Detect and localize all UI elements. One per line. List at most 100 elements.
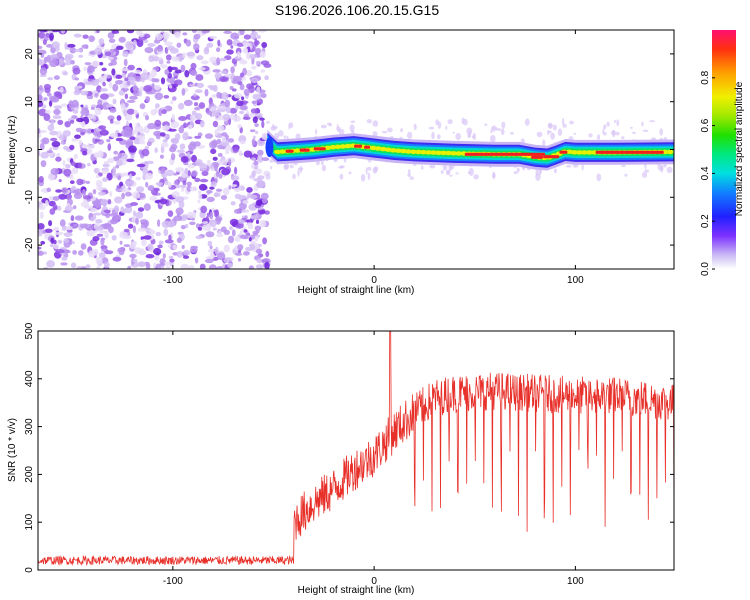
noise-blob: [113, 205, 120, 213]
noise-blob: [69, 144, 75, 151]
noise-blob: [182, 52, 186, 59]
noise-blob: [81, 121, 86, 128]
noise-blob: [155, 33, 164, 41]
noise-blob: [154, 255, 160, 261]
noise-blob: [216, 252, 226, 261]
noise-blob: [206, 196, 215, 203]
noise-blob: [92, 189, 97, 195]
noise-blob: [241, 100, 249, 104]
noise-blob: [58, 193, 67, 200]
noise-blob: [96, 233, 104, 237]
noise-blob: [133, 109, 139, 115]
noise-blob: [127, 265, 132, 269]
noise-blob: [215, 188, 223, 192]
top-ytick-label: 20: [24, 48, 35, 60]
noise-blob: [104, 51, 112, 57]
ridge-peak: [354, 144, 363, 148]
noise-blob: [64, 42, 68, 50]
noise-blob: [180, 64, 186, 73]
noise-speck: [467, 132, 471, 139]
noise-blob: [261, 132, 269, 140]
noise-speck: [535, 168, 539, 177]
noise-speck: [266, 120, 270, 124]
noise-speck: [573, 132, 577, 135]
top-x-axis: -100 0 100: [163, 30, 584, 286]
noise-blob: [84, 62, 92, 66]
noise-blob: [238, 149, 242, 157]
noise-blob: [113, 156, 120, 162]
noise-blob: [100, 128, 107, 136]
noise-blob: [38, 204, 46, 210]
noise-blob: [81, 107, 89, 111]
noise-blob: [143, 203, 151, 211]
noise-blob: [237, 219, 245, 224]
noise-blob: [139, 219, 148, 224]
noise-speck: [338, 166, 344, 169]
ridge-hotspot: [570, 150, 578, 155]
noise-blob: [163, 95, 170, 99]
noise-speck: [274, 132, 280, 138]
noise-blob: [213, 193, 221, 198]
noise-blob: [69, 238, 73, 245]
noise-blob: [161, 266, 165, 269]
noise-blob: [139, 250, 147, 256]
noise-blob: [111, 68, 116, 76]
noise-blob: [74, 85, 80, 91]
noise-blob: [89, 144, 95, 149]
noise-blob: [230, 201, 236, 206]
noise-blob: [189, 186, 198, 192]
noise-blob: [119, 231, 128, 239]
noise-blob: [48, 100, 53, 107]
noise-blob: [120, 103, 126, 110]
noise-blob: [246, 219, 254, 224]
noise-blob: [170, 153, 176, 161]
noise-blob: [104, 250, 114, 255]
ridge-hotspot: [425, 150, 432, 155]
noise-blob: [38, 85, 43, 91]
noise-blob: [194, 135, 202, 139]
noise-blob: [52, 115, 62, 120]
noise-blob: [128, 145, 137, 153]
ridge-hotspot: [430, 150, 437, 155]
ridge-hotspot: [440, 150, 448, 156]
noise-blob: [236, 100, 244, 107]
noise-blob: [95, 203, 102, 208]
noise-blob: [165, 48, 169, 54]
noise-blob: [256, 98, 263, 105]
ridge-hotspot: [414, 149, 422, 155]
noise-blob: [230, 175, 240, 182]
noise-blob: [63, 232, 73, 238]
noise-blob: [155, 182, 164, 186]
noise-blob: [148, 55, 155, 62]
noise-blob: [74, 48, 83, 53]
noise-blob: [255, 248, 263, 254]
noise-blob: [248, 112, 256, 118]
noise-blob: [71, 167, 79, 175]
noise-blob: [176, 149, 185, 153]
noise-blob: [70, 262, 77, 269]
noise-blob: [194, 177, 201, 183]
noise-blob: [202, 221, 209, 225]
noise-blob: [168, 234, 172, 241]
noise-blob: [181, 88, 186, 96]
noise-blob: [87, 162, 91, 167]
noise-blob: [203, 30, 209, 33]
noise-blob: [96, 85, 102, 93]
noise-blob: [178, 126, 185, 134]
noise-blob: [218, 173, 223, 179]
noise-blob: [260, 69, 266, 73]
noise-speck: [632, 131, 636, 134]
noise-blob: [130, 241, 137, 246]
noise-blob: [164, 105, 173, 112]
noise-blob: [65, 226, 73, 231]
noise-speck: [445, 169, 451, 176]
noise-blob: [254, 225, 262, 231]
noise-blob: [80, 243, 87, 250]
noise-blob: [72, 224, 78, 228]
noise-blob: [53, 59, 59, 65]
noise-blob: [91, 60, 100, 67]
noise-blob: [39, 59, 45, 66]
noise-blob: [254, 113, 263, 117]
noise-blob: [112, 256, 122, 262]
noise-blob: [106, 75, 113, 79]
